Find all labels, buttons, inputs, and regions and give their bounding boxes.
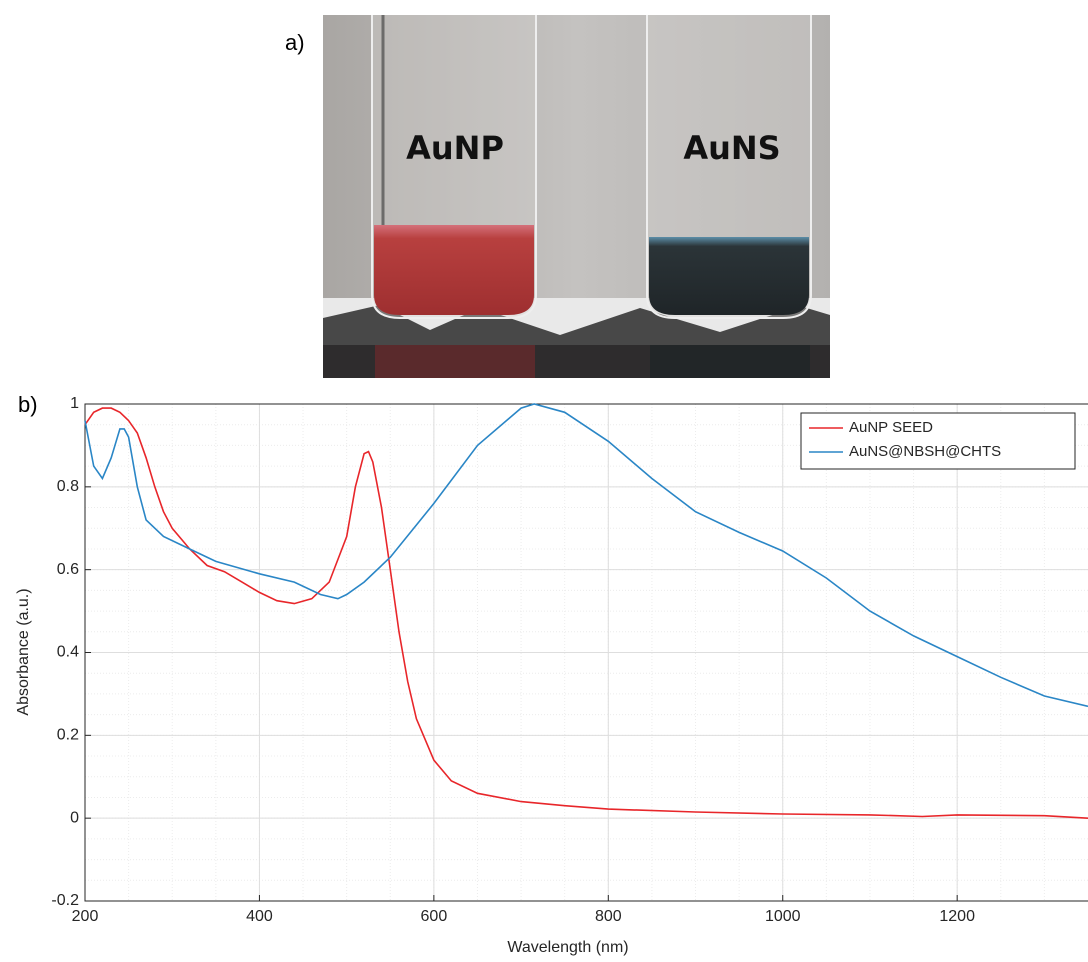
series-line (84, 403, 1088, 708)
x-axis-label: Wavelength (nm) (507, 939, 628, 956)
x-tick-label: 1000 (765, 908, 801, 925)
legend-box (800, 412, 1076, 470)
panel-label: a) (285, 30, 305, 55)
checker-pattern (323, 305, 830, 348)
axis-box (84, 403, 1088, 902)
y-tick-label: -0.2 (51, 892, 79, 909)
x-tick-label: 800 (595, 908, 622, 925)
dark-reflection (650, 345, 810, 378)
legend-label: AuNP SEED (849, 419, 933, 436)
legend-label: AuNS@NBSH@CHTS (849, 443, 1001, 460)
photo-label: AuNP (406, 129, 504, 167)
x-tick-label: 1200 (939, 908, 975, 925)
y-axis-label: Absorbance (a.u.) (15, 588, 32, 715)
liquid-red (374, 225, 534, 315)
photo: AuNP AuNS (323, 15, 830, 378)
x-tick-label: 200 (72, 908, 99, 925)
y-tick-label: 0 (70, 809, 79, 826)
panel-label: b) (18, 392, 38, 417)
y-tick-label: 0.6 (57, 561, 79, 578)
liquid-dark (649, 237, 809, 315)
photo-label: AuNS (683, 129, 780, 167)
y-tick-label: 0.8 (57, 478, 79, 495)
y-tick-label: 0.4 (57, 644, 79, 661)
x-tick-label: 600 (421, 908, 448, 925)
plot: 200 400 600 800 1000 1200 -0.2 0 0.2 0.4 0.6 0.8 1 Au… (51, 395, 1088, 925)
red-reflection (375, 345, 535, 378)
y-tick-label: 1 (70, 395, 79, 412)
x-tick-label: 400 (246, 908, 273, 925)
series-line (84, 407, 1088, 819)
y-tick-label: 0.2 (57, 727, 79, 744)
